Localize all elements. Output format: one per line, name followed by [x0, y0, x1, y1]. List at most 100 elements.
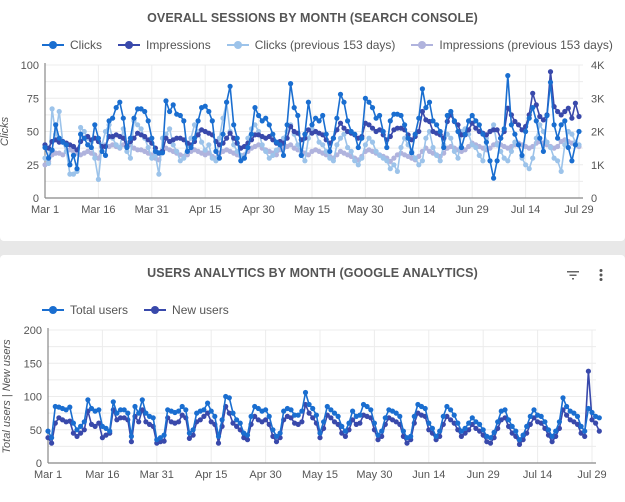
- data-point: [176, 408, 182, 414]
- data-point: [88, 405, 95, 412]
- data-point: [572, 100, 579, 106]
- data-point: [70, 430, 76, 436]
- data-point: [81, 128, 87, 135]
- legend-item[interactable]: New users: [144, 303, 229, 317]
- data-point: [305, 99, 311, 105]
- y2-tick-label: 2K: [591, 127, 605, 139]
- data-point: [405, 135, 411, 141]
- x-tick-label: Mar 31: [140, 469, 174, 481]
- data-point: [416, 128, 422, 135]
- legend-item[interactable]: Impressions (previous 153 days): [411, 38, 613, 52]
- data-point: [117, 144, 123, 151]
- data-point: [578, 423, 584, 429]
- filter-icon[interactable]: [565, 267, 581, 283]
- data-point: [350, 417, 356, 423]
- data-point: [359, 155, 365, 161]
- data-point: [273, 139, 279, 145]
- data-point: [402, 122, 408, 128]
- data-point: [270, 152, 276, 158]
- legend-item[interactable]: Impressions: [118, 38, 211, 52]
- data-point: [177, 158, 183, 164]
- data-point: [491, 122, 497, 128]
- data-point: [179, 403, 185, 410]
- data-point: [382, 415, 388, 421]
- data-point: [430, 118, 436, 124]
- legend-swatch: [411, 41, 434, 49]
- data-point: [281, 408, 287, 414]
- data-point: [576, 113, 582, 120]
- data-point: [302, 389, 309, 396]
- data-point: [70, 152, 77, 158]
- data-point: [458, 433, 464, 439]
- data-point: [256, 142, 262, 148]
- data-point: [494, 127, 500, 133]
- data-point: [352, 131, 358, 137]
- data-point: [143, 419, 149, 425]
- data-point: [491, 429, 497, 435]
- data-point: [538, 413, 544, 419]
- data-point: [355, 144, 361, 151]
- data-point: [181, 155, 187, 161]
- data-point: [321, 419, 327, 425]
- data-point: [202, 147, 208, 153]
- data-point: [551, 122, 557, 128]
- data-point: [92, 122, 98, 128]
- data-point: [373, 115, 379, 121]
- data-point: [375, 437, 381, 443]
- data-point: [523, 128, 529, 135]
- series-total-users: [45, 389, 602, 443]
- data-point: [149, 135, 155, 141]
- data-point: [209, 155, 215, 161]
- data-point: [339, 423, 345, 429]
- data-point: [167, 108, 173, 115]
- data-point: [458, 428, 464, 434]
- data-point: [156, 171, 162, 177]
- data-point: [197, 417, 203, 423]
- data-point: [212, 413, 218, 419]
- data-point: [430, 144, 436, 151]
- data-point: [558, 122, 564, 128]
- y2-tick-label: 1K: [591, 160, 605, 172]
- data-point: [78, 124, 84, 131]
- data-point: [393, 419, 399, 425]
- data-point: [505, 73, 511, 79]
- data-point: [341, 131, 347, 137]
- data-point: [422, 405, 428, 412]
- data-point: [555, 108, 561, 115]
- legend-item[interactable]: Total users: [42, 303, 128, 317]
- data-point: [483, 139, 489, 145]
- data-point: [440, 413, 446, 419]
- legend-item[interactable]: Clicks (previous 153 days): [226, 38, 395, 52]
- data-point: [434, 122, 440, 128]
- chart-1: Mar 1 Mar 16 Mar 31 Apr 15 Apr 30 May 15 May 3…: [1, 325, 607, 481]
- data-point: [394, 125, 400, 131]
- data-point: [42, 144, 48, 151]
- data-point: [582, 433, 588, 439]
- data-point: [263, 115, 269, 121]
- data-point: [230, 410, 236, 416]
- data-point: [335, 413, 341, 419]
- data-point: [53, 122, 59, 128]
- data-point: [150, 415, 156, 421]
- data-point: [103, 425, 109, 431]
- data-point: [184, 148, 190, 154]
- data-point: [81, 427, 87, 433]
- y2-tick-label: 4K: [591, 60, 605, 72]
- data-point: [161, 432, 167, 438]
- data-point: [419, 86, 425, 92]
- data-point: [81, 135, 87, 141]
- data-point: [576, 128, 582, 135]
- data-point: [92, 155, 98, 161]
- chart-title: OVERALL SESSIONS BY MONTH (SEARCH CONSOL…: [147, 11, 478, 25]
- data-point: [530, 155, 536, 161]
- data-point: [426, 99, 433, 105]
- legend-item[interactable]: Clicks: [42, 38, 102, 52]
- data-point: [433, 433, 439, 439]
- data-point: [384, 144, 390, 151]
- more-vert-icon[interactable]: [593, 267, 609, 283]
- data-point: [149, 155, 155, 161]
- data-point: [362, 95, 368, 101]
- data-point: [220, 131, 226, 137]
- data-point: [219, 417, 225, 423]
- data-point: [206, 108, 212, 115]
